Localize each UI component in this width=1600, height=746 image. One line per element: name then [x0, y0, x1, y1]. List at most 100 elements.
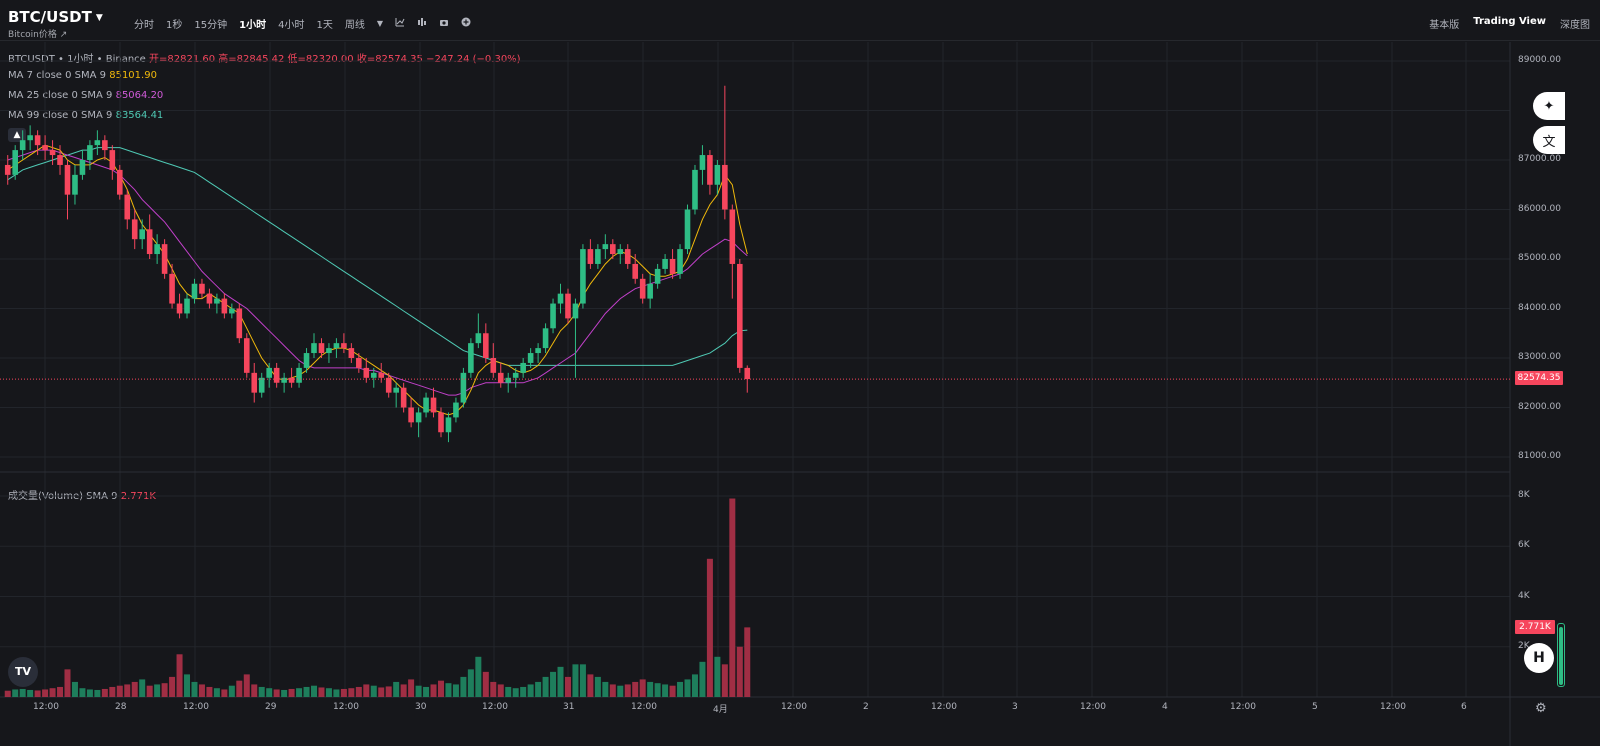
chart-type-icon[interactable]	[395, 17, 405, 30]
interval-tab-1s[interactable]: 1秒	[166, 20, 183, 31]
candle-body	[572, 303, 579, 319]
candle-body	[243, 338, 250, 373]
volume-bar	[520, 686, 527, 697]
volume-bar	[154, 684, 161, 697]
time-tick-label: 31	[563, 702, 575, 712]
volume-tick-label: 4K	[1518, 590, 1530, 601]
tradingview-logo[interactable]: TV	[8, 657, 38, 687]
candle-body	[49, 150, 56, 156]
candle-body	[415, 412, 422, 423]
time-tick-label: 30	[415, 702, 427, 712]
interval-tab-15m[interactable]: 15分钟	[194, 20, 228, 31]
candle-body	[64, 164, 71, 195]
volume-bar	[385, 686, 392, 697]
volume-bar	[131, 681, 138, 697]
time-tick-label: 12:00	[1230, 702, 1256, 712]
volume-bar	[355, 686, 362, 697]
volume-bar	[281, 689, 288, 697]
time-tick-label: 6	[1461, 702, 1467, 712]
volume-bar	[647, 681, 654, 697]
ma25-legend[interactable]: MA 25 close 0 SMA 9 85064.20	[8, 90, 163, 101]
candle-body	[490, 358, 497, 373]
candle-body	[124, 194, 131, 220]
interval-tab-1d[interactable]: 1天	[316, 20, 333, 31]
volume-label: 成交量(Volume) SMA 9	[8, 491, 118, 502]
view-tab-depth[interactable]: 深度图	[1560, 20, 1590, 31]
volume-bar	[557, 666, 564, 697]
volume-bar	[408, 679, 415, 697]
volume-bar	[4, 690, 11, 697]
candle-body	[512, 372, 519, 378]
candle-body	[27, 135, 33, 141]
ma99-legend[interactable]: MA 99 close 0 SMA 9 83564.41	[8, 110, 163, 121]
ohlc-legend: BTCUSDT • 1小时 • Binance 开=82821.60 高=828…	[8, 50, 521, 65]
candle-body	[617, 249, 624, 255]
volume-bar	[445, 683, 452, 697]
candle-body	[87, 145, 93, 160]
volume-bar	[736, 646, 743, 697]
candle-body	[370, 372, 377, 378]
candle-body	[453, 402, 459, 418]
view-tab-basic[interactable]: 基本版	[1429, 20, 1460, 31]
current-price-label: 82574.35	[1515, 371, 1563, 385]
candle-body	[505, 377, 512, 383]
volume-bar	[198, 684, 205, 697]
candle-body	[527, 353, 534, 363]
volume-legend[interactable]: 成交量(Volume) SMA 9 2.771K	[8, 487, 156, 502]
candle-body	[57, 155, 63, 165]
pair-selector[interactable]: BTC/USDT ▼	[8, 8, 103, 26]
indicators-icon[interactable]	[417, 17, 427, 30]
scroll-indicator[interactable]	[1557, 623, 1565, 687]
candle-body	[356, 358, 362, 368]
candle-body	[139, 229, 145, 240]
volume-bar	[482, 671, 489, 697]
ma99-line	[7, 147, 748, 366]
translate-icon[interactable]: 文	[1533, 126, 1565, 154]
candle-body	[438, 412, 444, 433]
collapse-legend-chevron-up-icon[interactable]: ▲	[8, 128, 26, 142]
candle-body	[729, 209, 736, 264]
volume-bar	[71, 681, 78, 697]
volume-tick-label: 2K	[1518, 640, 1530, 651]
view-tab-tradingview[interactable]: Trading View	[1473, 16, 1546, 27]
time-tick-label: 4	[1162, 702, 1168, 712]
volume-bar	[699, 661, 706, 697]
interval-tab-4h[interactable]: 4小时	[278, 20, 305, 31]
interval-tab-timeline[interactable]: 分时	[134, 20, 154, 31]
candle-body	[146, 229, 153, 255]
volume-bar	[587, 674, 594, 697]
interval-tab-1w[interactable]: 周线	[344, 20, 365, 31]
volume-bar	[333, 689, 340, 697]
price-tick-label: 81000.00	[1518, 451, 1561, 461]
candle-body	[109, 150, 116, 170]
sparkle-icon[interactable]: ✦	[1533, 92, 1565, 120]
add-icon[interactable]	[461, 17, 471, 30]
price-tick-label: 89000.00	[1518, 55, 1561, 65]
candle-body	[602, 244, 609, 250]
volume-bar	[475, 656, 482, 697]
ma7-legend[interactable]: MA 7 close 0 SMA 9 85101.90	[8, 70, 157, 81]
pair-subtitle-link[interactable]: Bitcoin价格 ↗	[8, 30, 68, 40]
volume-bar	[423, 686, 430, 697]
volume-bar	[124, 684, 131, 697]
interval-tab-1h[interactable]: 1小时	[239, 20, 267, 31]
candle-body	[647, 283, 653, 299]
volume-bar	[370, 685, 377, 697]
interval-more-chevron-icon[interactable]: ▼	[376, 19, 383, 28]
volume-bar	[116, 685, 123, 697]
volume-bar	[415, 685, 422, 697]
assistant-h-button[interactable]: H	[1524, 643, 1554, 673]
candle-body	[72, 174, 78, 195]
ma7-path	[7, 144, 748, 416]
ma7-line	[7, 144, 748, 416]
candles-group	[4, 85, 751, 443]
candle-body	[535, 348, 541, 354]
camera-icon[interactable]	[439, 17, 449, 30]
volume-bar	[490, 681, 497, 697]
settings-icon[interactable]: ⚙	[1535, 701, 1547, 716]
candle-body	[169, 273, 175, 304]
volume-bar	[206, 686, 213, 697]
view-tabs: 基本版 Trading View 深度图	[1415, 16, 1590, 31]
volume-bar	[191, 681, 198, 697]
